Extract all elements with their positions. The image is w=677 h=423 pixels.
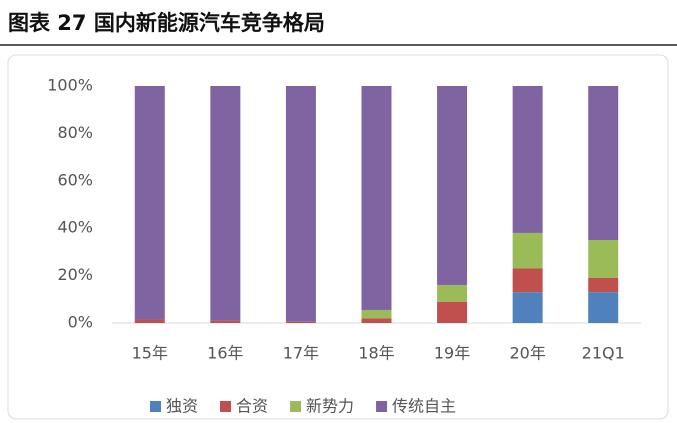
y-tick-label: 100%	[47, 76, 93, 95]
bar-segment	[588, 86, 619, 241]
x-tick-label: 19年	[434, 344, 470, 363]
chart-title: 图表 27 国内新能源汽车竞争格局	[8, 11, 325, 35]
x-tick-label: 18年	[358, 344, 394, 363]
x-tick-label: 16年	[207, 344, 243, 363]
bar-segment	[437, 301, 468, 323]
bar-segment	[512, 86, 543, 233]
y-tick-label: 20%	[57, 265, 93, 284]
bar-segment	[588, 277, 619, 293]
bar-segment	[512, 268, 543, 293]
legend-swatch	[150, 401, 161, 412]
bar-segment	[134, 86, 165, 320]
bar-segment	[361, 318, 392, 323]
bar-segment	[285, 321, 316, 323]
bar-segment	[512, 232, 543, 269]
x-tick-label: 17年	[283, 344, 319, 363]
legend-label: 独资	[166, 397, 198, 416]
bar-segment	[588, 240, 619, 278]
bar-segment	[437, 285, 468, 302]
x-tick-label: 15年	[132, 344, 168, 363]
legend-swatch	[376, 401, 388, 412]
x-tick-label: 21Q1	[582, 344, 625, 363]
bar-segment	[588, 292, 619, 323]
legend-label: 传统自主	[392, 397, 456, 416]
bar-segment	[285, 86, 316, 322]
legend-label: 新势力	[306, 397, 354, 416]
legend-swatch	[290, 401, 302, 412]
bar-segment	[512, 292, 543, 323]
chart-frame	[7, 54, 669, 420]
bar-segment	[361, 309, 392, 319]
bar-segment	[134, 319, 165, 323]
y-tick-label: 80%	[57, 123, 93, 142]
y-tick-label: 0%	[68, 313, 93, 332]
bar-segment	[210, 320, 241, 323]
legend-swatch	[220, 401, 232, 412]
y-tick-label: 60%	[57, 170, 93, 189]
legend-label: 合资	[236, 397, 268, 416]
bar-segment	[437, 86, 468, 286]
bar-segment	[210, 86, 241, 321]
bar-segment	[361, 86, 392, 310]
y-tick-label: 40%	[57, 218, 93, 237]
x-tick-label: 20年	[509, 344, 545, 363]
